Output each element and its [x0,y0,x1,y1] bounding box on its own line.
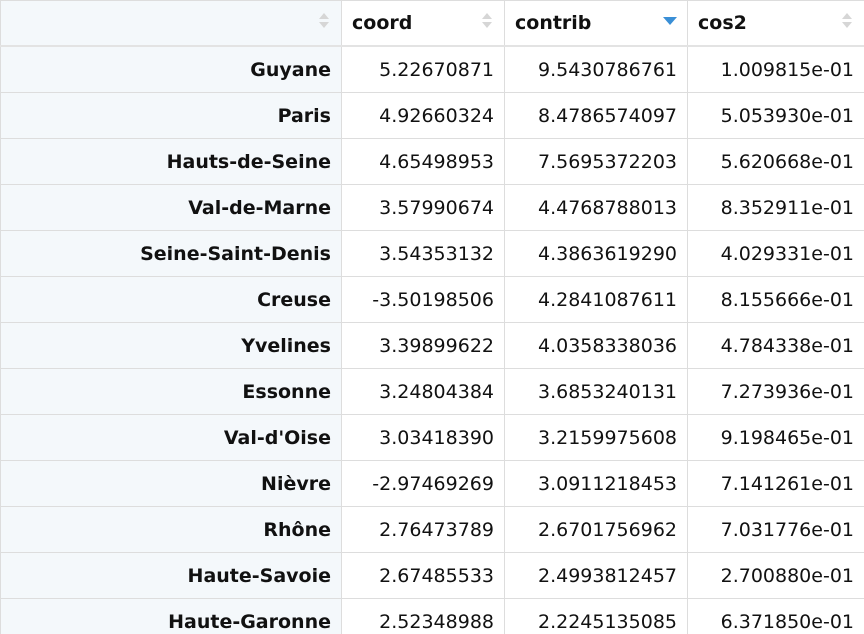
column-header-label: coord [352,12,413,34]
contrib-cell: 7.5695372203 [504,138,688,185]
coord-cell: 3.54353132 [341,230,505,277]
row-name-cell: Essonne [0,368,342,415]
column-header-label: cos2 [698,12,747,34]
row-name-cell: Val-d'Oise [0,414,342,461]
column-header-label: contrib [515,12,592,34]
row-name-cell: Seine-Saint-Denis [0,230,342,277]
sort-icon[interactable] [319,13,329,31]
cos2-cell: 5.053930e-01 [687,92,864,139]
cos2-cell: 7.141261e-01 [687,460,864,507]
cos2-cell: 7.273936e-01 [687,368,864,415]
cos2-cell: 7.031776e-01 [687,506,864,553]
column-header-cos2[interactable]: cos2 [687,0,864,47]
row-name-cell: Val-de-Marne [0,184,342,231]
column-header-rownames[interactable] [0,0,342,47]
table-header: coord contrib cos2 [0,0,864,47]
sort-icon[interactable] [482,13,492,31]
column-header-coord[interactable]: coord [341,0,505,47]
table-row: Val-de-Marne 3.57990674 4.4768788013 8.3529… [0,184,864,231]
coord-cell: 3.03418390 [341,414,505,461]
row-name-cell: Yvelines [0,322,342,369]
cos2-cell: 4.784338e-01 [687,322,864,369]
cos2-cell: 1.009815e-01 [687,45,864,93]
coord-cell: 3.57990674 [341,184,505,231]
cos2-cell: 8.352911e-01 [687,184,864,231]
contrib-cell: 9.5430786761 [504,45,688,93]
contrib-cell: 2.4993812457 [504,552,688,599]
contrib-cell: 4.3863619290 [504,230,688,277]
row-name-cell: Haute-Garonne [0,598,342,634]
coord-cell: 3.39899622 [341,322,505,369]
coord-cell: 2.67485533 [341,552,505,599]
row-name-cell: Hauts-de-Seine [0,138,342,185]
table-row: Yvelines 3.39899622 4.0358338036 4.784338e-… [0,322,864,369]
table-row: Hauts-de-Seine 4.65498953 7.5695372203 5.62… [0,138,864,185]
contrib-cell: 4.2841087611 [504,276,688,323]
coord-cell: 4.92660324 [341,92,505,139]
coord-cell: -3.50198506 [341,276,505,323]
cos2-cell: 5.620668e-01 [687,138,864,185]
contrib-cell: 4.4768788013 [504,184,688,231]
contrib-cell: 8.4786574097 [504,92,688,139]
table-row: Haute-Garonne 2.52348988 2.2245135085 6.371… [0,598,864,634]
table-row: Nièvre -2.97469269 3.0911218453 7.141261e-0… [0,460,864,507]
table-row: Rhône 2.76473789 2.6701756962 7.031776e-01 [0,506,864,553]
coord-cell: 4.65498953 [341,138,505,185]
table-row: Val-d'Oise 3.03418390 3.2159975608 9.198465… [0,414,864,461]
cos2-cell: 2.700880e-01 [687,552,864,599]
row-name-cell: Guyane [0,45,342,93]
contrib-cell: 4.0358338036 [504,322,688,369]
cos2-cell: 6.371850e-01 [687,598,864,634]
contrib-cell: 2.6701756962 [504,506,688,553]
coord-cell: 3.24804384 [341,368,505,415]
row-name-cell: Creuse [0,276,342,323]
contrib-cell: 3.2159975608 [504,414,688,461]
row-name-cell: Nièvre [0,460,342,507]
coord-cell: -2.97469269 [341,460,505,507]
row-name-cell: Paris [0,92,342,139]
column-header-contrib[interactable]: contrib [504,0,688,47]
coord-cell: 2.52348988 [341,598,505,634]
contrib-cell: 3.0911218453 [504,460,688,507]
table-body: Guyane 5.22670871 9.5430786761 1.009815e-01… [0,45,864,634]
table-row: Creuse -3.50198506 4.2841087611 8.155666e-0… [0,276,864,323]
coord-cell: 2.76473789 [341,506,505,553]
sort-icon[interactable] [842,13,852,31]
contrib-cell: 2.2245135085 [504,598,688,634]
table-row: Paris 4.92660324 8.4786574097 5.053930e-01 [0,92,864,139]
table-row: Guyane 5.22670871 9.5430786761 1.009815e-01 [0,45,864,93]
table-row: Essonne 3.24804384 3.6853240131 7.273936e-0… [0,368,864,415]
table-row: Seine-Saint-Denis 3.54353132 4.3863619290 4… [0,230,864,277]
cos2-cell: 8.155666e-01 [687,276,864,323]
coord-cell: 5.22670871 [341,45,505,93]
header-row: coord contrib cos2 [0,0,864,47]
table-row: Haute-Savoie 2.67485533 2.4993812457 2.7008… [0,552,864,599]
sort-descending-icon[interactable] [663,13,677,31]
row-name-cell: Rhône [0,506,342,553]
cos2-cell: 9.198465e-01 [687,414,864,461]
row-name-cell: Haute-Savoie [0,552,342,599]
cos2-cell: 4.029331e-01 [687,230,864,277]
contrib-cell: 3.6853240131 [504,368,688,415]
